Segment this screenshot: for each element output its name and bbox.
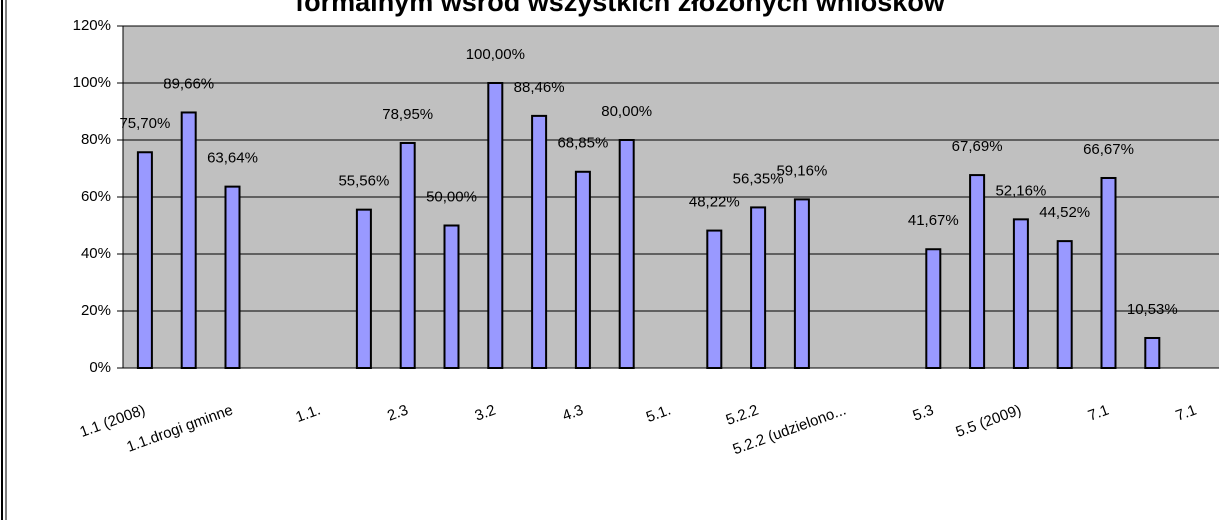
y-tick-label: 120% — [73, 17, 111, 34]
bar — [531, 114, 548, 369]
bar — [443, 224, 460, 369]
y-tick-label: 40% — [81, 245, 111, 262]
data-label: 68,85% — [557, 135, 608, 152]
data-label: 66,67% — [1083, 141, 1134, 158]
data-label: 10,53% — [1127, 301, 1178, 318]
bar — [487, 82, 504, 369]
data-label: 50,00% — [426, 188, 477, 205]
data-label: 75,70% — [119, 115, 170, 132]
data-label: 52,16% — [995, 182, 1046, 199]
y-tick-label: 0% — [89, 359, 111, 376]
data-label: 41,67% — [908, 212, 959, 229]
bar — [355, 208, 372, 369]
data-label: 80,00% — [601, 103, 652, 120]
bar — [969, 174, 986, 369]
bar — [793, 198, 810, 369]
bar — [1012, 218, 1029, 369]
x-tick-label: 5.3 — [911, 402, 936, 425]
bar — [574, 170, 591, 369]
bar — [618, 139, 635, 369]
bar — [1056, 240, 1073, 369]
data-label: 59,16% — [776, 162, 827, 179]
x-tick-label: 4.3 — [560, 402, 585, 425]
data-label: 78,95% — [382, 106, 433, 123]
bar — [1144, 336, 1161, 370]
data-label: 88,46% — [514, 79, 565, 96]
data-label: 67,69% — [952, 138, 1003, 155]
x-tick-label: 7.1 — [1086, 402, 1111, 425]
data-label: 89,66% — [163, 75, 214, 92]
data-label: 55,56% — [338, 173, 389, 190]
data-label: 44,52% — [1039, 204, 1090, 221]
y-tick-label: 20% — [81, 302, 111, 319]
y-tick-label: 80% — [81, 131, 111, 148]
bar — [750, 206, 767, 369]
x-tick-label: 2.3 — [385, 402, 410, 425]
bar — [399, 141, 416, 369]
data-label: 56,35% — [733, 170, 784, 187]
y-tick-label: 100% — [73, 74, 111, 91]
x-tick-label: 7.1 — [1173, 402, 1198, 425]
data-label: 100,00% — [466, 46, 525, 63]
bar — [706, 229, 723, 369]
x-tick-label: 3.2 — [473, 402, 498, 425]
bar — [925, 248, 942, 369]
bar — [180, 111, 197, 370]
bar — [136, 151, 153, 369]
y-tick-label: 60% — [81, 188, 111, 205]
chart-title: formalnym wśród wszystkich złożonych wni… — [295, 0, 946, 17]
data-label: 63,64% — [207, 150, 258, 167]
bar — [224, 185, 241, 369]
bar — [1100, 176, 1117, 369]
data-label: 48,22% — [689, 194, 740, 211]
